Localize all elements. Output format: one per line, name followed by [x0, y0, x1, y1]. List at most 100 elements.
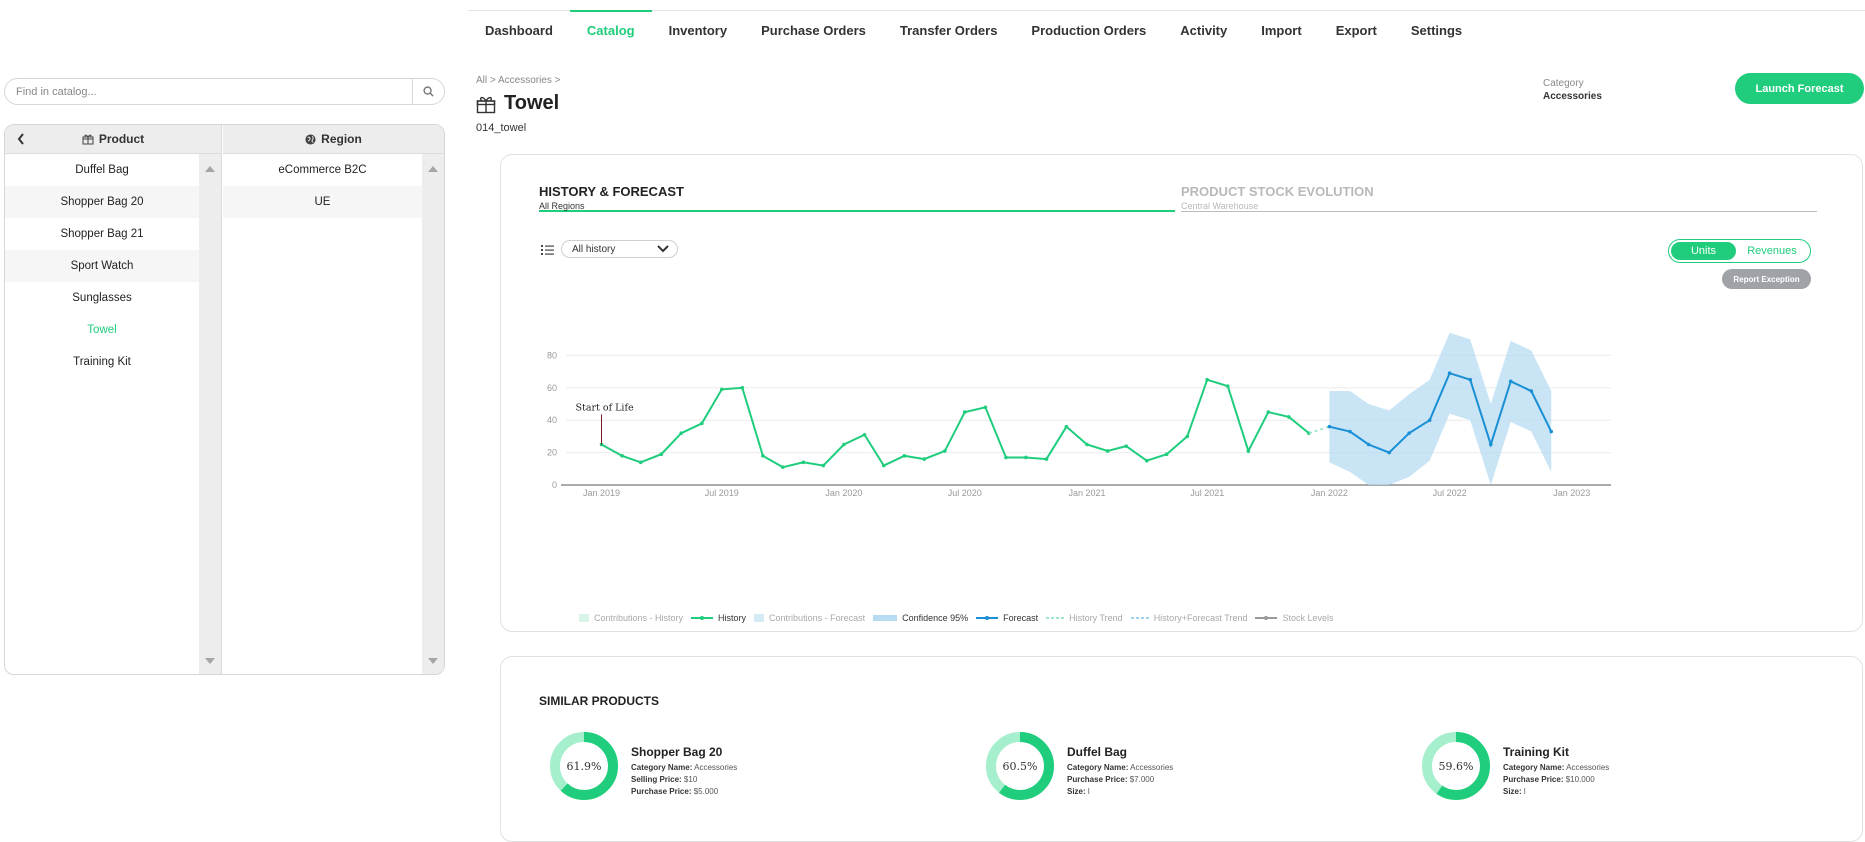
- legend-item[interactable]: Forecast: [976, 613, 1038, 623]
- globe-icon: [305, 133, 316, 145]
- similarity-percent: 59.6%: [1438, 759, 1474, 773]
- y-tick-label: 20: [547, 448, 557, 458]
- nav-tab-import[interactable]: Import: [1261, 23, 1302, 38]
- history-point: [1124, 444, 1128, 448]
- back-button[interactable]: [13, 131, 29, 147]
- legend-item[interactable]: Confidence 95%: [873, 613, 968, 623]
- history-point: [719, 387, 724, 392]
- history-point: [781, 465, 785, 469]
- connector-line: [1308, 425, 1330, 434]
- scroll-up-icon[interactable]: [205, 166, 215, 172]
- report-exception-button[interactable]: Report Exception: [1722, 269, 1811, 289]
- similarity-donut: 61.9%: [549, 731, 619, 801]
- region-column-header: Region: [223, 125, 444, 154]
- history-point: [842, 442, 846, 447]
- forecast-point: [1508, 379, 1513, 384]
- nav-tab-activity[interactable]: Activity: [1180, 23, 1228, 38]
- legend-swatch: [1255, 616, 1278, 620]
- scroll-down-icon[interactable]: [205, 658, 215, 664]
- similar-product-name: Duffel Bag: [1067, 745, 1127, 759]
- list-icon[interactable]: [541, 242, 554, 260]
- region-list: eCommerce B2C UE: [223, 154, 422, 218]
- history-point: [1024, 455, 1028, 460]
- history-point: [862, 432, 867, 437]
- product-item-training-kit[interactable]: Training Kit: [73, 356, 131, 368]
- nav-tab-export[interactable]: Export: [1335, 23, 1377, 38]
- legend-item[interactable]: History: [691, 613, 746, 623]
- history-point: [881, 463, 886, 468]
- product-item-shopper-bag-20[interactable]: Shopper Bag 20: [5, 186, 199, 218]
- product-region-panel: Product Duffel Bag Shopper Bag 20 Shoppe…: [4, 124, 445, 675]
- history-point: [1246, 449, 1251, 453]
- chevron-left-icon: [17, 133, 24, 145]
- legend-label: Stock Levels: [1282, 613, 1334, 623]
- history-point: [821, 463, 826, 468]
- history-point: [1287, 415, 1291, 419]
- legend-item[interactable]: Stock Levels: [1255, 613, 1334, 623]
- x-tick-label: Jul 2021: [1190, 488, 1224, 498]
- similarity-percent: 61.9%: [566, 759, 602, 773]
- forecast-point: [1348, 429, 1352, 434]
- catalog-search-input[interactable]: [5, 79, 412, 104]
- legend-label: Contributions - History: [594, 613, 684, 623]
- similarity-donut: 59.6%: [1421, 731, 1491, 801]
- product-item-sunglasses[interactable]: Sunglasses: [72, 292, 132, 304]
- history-point: [801, 460, 806, 465]
- nav-tab-transfer-orders[interactable]: Transfer Orders: [899, 23, 998, 38]
- forecast-point: [1447, 371, 1452, 376]
- gift-icon: [82, 133, 94, 145]
- product-scrollbar[interactable]: [199, 154, 221, 674]
- product-list: Duffel Bag Shopper Bag 20 Shopper Bag 21…: [5, 154, 199, 378]
- product-item-shopper-bag-21[interactable]: Shopper Bag 21: [60, 228, 144, 240]
- similar-product-attr: Size: l: [1067, 787, 1090, 796]
- legend-item[interactable]: Contributions - History: [579, 613, 683, 623]
- x-tick-label: Jan 2021: [1068, 488, 1105, 498]
- similar-product-card[interactable]: 59.6% Training Kit Category Name: Access…: [1421, 731, 1609, 801]
- history-point: [1266, 410, 1271, 414]
- region-item-ecommerce-b2c[interactable]: eCommerce B2C: [278, 164, 367, 176]
- product-item-duffel-bag[interactable]: Duffel Bag: [75, 164, 129, 176]
- toggle-units[interactable]: Units: [1671, 242, 1736, 260]
- similar-product-card[interactable]: 61.9% Shopper Bag 20 Category Name: Acce…: [549, 731, 737, 801]
- history-point: [983, 405, 988, 410]
- nav-tab-purchase-orders[interactable]: Purchase Orders: [761, 23, 866, 38]
- toggle-revenues[interactable]: Revenues: [1747, 245, 1797, 257]
- product-item-towel[interactable]: Towel: [87, 324, 117, 336]
- nav-tab-inventory[interactable]: Inventory: [668, 23, 728, 38]
- scroll-down-icon[interactable]: [428, 658, 438, 664]
- nav-tab-settings[interactable]: Settings: [1410, 23, 1463, 38]
- search-button[interactable]: [412, 79, 444, 104]
- search-icon: [423, 86, 434, 97]
- legend-label: History Trend: [1069, 613, 1123, 623]
- page-title: Towel: [476, 92, 559, 115]
- history-point: [1164, 452, 1169, 457]
- history-point: [1044, 457, 1049, 461]
- breadcrumb[interactable]: All > Accessories >: [476, 75, 561, 86]
- legend-item[interactable]: History+Forecast Trend: [1130, 613, 1247, 623]
- history-point: [679, 431, 684, 435]
- region-column-title: Region: [321, 132, 362, 146]
- tab-product-stock-evolution[interactable]: PRODUCT STOCK EVOLUTION Central Warehous…: [1181, 184, 1817, 212]
- gift-icon: [476, 96, 496, 113]
- scroll-up-icon[interactable]: [428, 166, 438, 172]
- launch-forecast-button[interactable]: Launch Forecast: [1735, 73, 1864, 104]
- legend-item[interactable]: Contributions - Forecast: [754, 613, 865, 623]
- nav-tab-catalog[interactable]: Catalog: [569, 10, 652, 50]
- legend-swatch: [1130, 617, 1149, 619]
- forecast-point: [1488, 442, 1493, 447]
- similar-product-card[interactable]: 60.5% Duffel Bag Category Name: Accessor…: [985, 731, 1173, 801]
- tab-history-forecast[interactable]: HISTORY & FORECAST All Regions: [539, 184, 1175, 212]
- history-point: [962, 410, 967, 414]
- product-column-title: Product: [98, 132, 145, 146]
- nav-tab-dashboard[interactable]: Dashboard: [485, 23, 553, 38]
- nav-tab-production-orders[interactable]: Production Orders: [1031, 23, 1147, 38]
- legend-swatch: [976, 616, 999, 620]
- region-scrollbar[interactable]: [422, 154, 444, 674]
- catalog-search: [4, 78, 445, 105]
- product-item-sport-watch[interactable]: Sport Watch: [5, 250, 199, 282]
- similar-product-attr: Category Name: Accessories: [1067, 763, 1174, 772]
- legend-label: History: [718, 613, 747, 623]
- history-range-select[interactable]: All history: [561, 240, 678, 258]
- region-item-ue[interactable]: UE: [223, 186, 422, 218]
- legend-item[interactable]: History Trend: [1046, 613, 1123, 623]
